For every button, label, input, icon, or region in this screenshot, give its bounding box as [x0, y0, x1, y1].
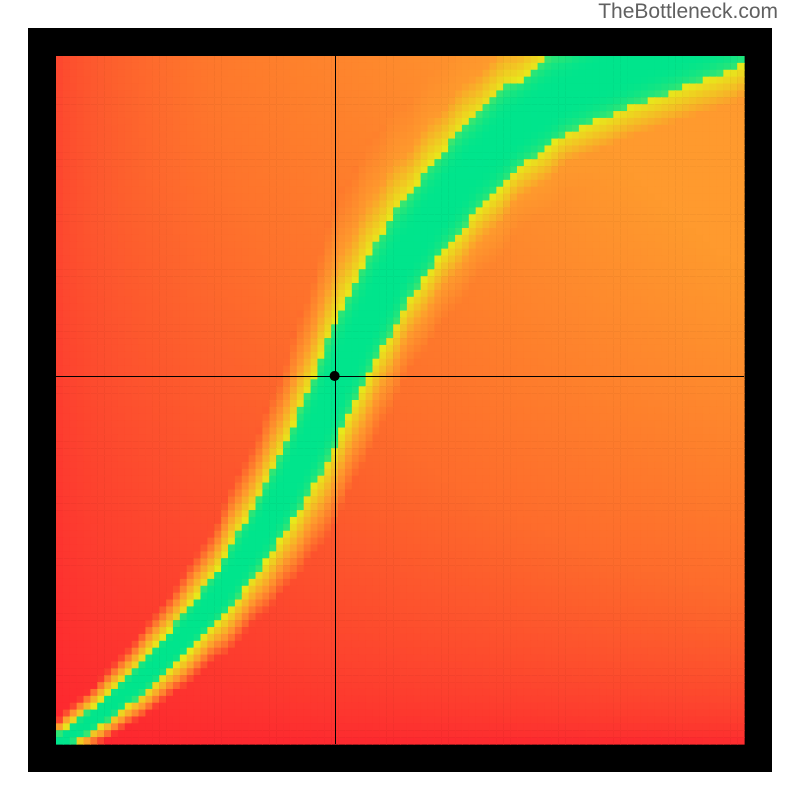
watermark-text: TheBottleneck.com [598, 0, 778, 24]
chart-container: TheBottleneck.com [0, 0, 800, 800]
heatmap-canvas-wrap [28, 28, 772, 772]
plot-black-border [28, 28, 772, 772]
heatmap-canvas [28, 28, 772, 772]
